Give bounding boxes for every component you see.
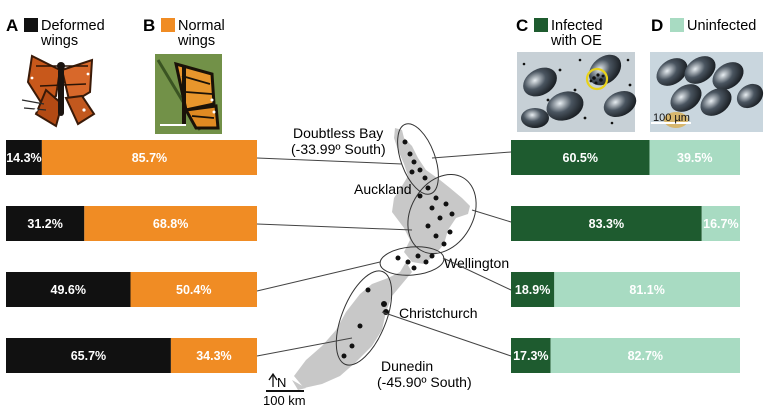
north-label: N [277, 375, 286, 390]
wing-bar-row2-series2 [84, 206, 257, 241]
nz-map: Doubtless Bay (-33.99º South) Auckland W… [263, 123, 509, 408]
wing-bar-row2-series1 [6, 206, 85, 241]
site-label-doubtless-bay: Doubtless Bay [293, 125, 383, 141]
oe-infection-bars: 60.5% 39.5% 83.3% 16.7% 18.9% 81.1% 17.3% 82.7% [511, 140, 740, 373]
wing-bar-label-row4-series1: 65.7% [71, 349, 106, 363]
site-label-dunedin: Dunedin [381, 358, 433, 374]
panel-letter-b: B [143, 16, 155, 35]
micro-scale-label: 100 µm [653, 112, 690, 124]
legend-swatch-deformed [24, 18, 38, 32]
legend-swatch-normal [161, 18, 175, 32]
infected-scales-photo [517, 52, 637, 132]
oe-bar-label-row1-series1: 60.5% [563, 151, 598, 165]
oe-bar-label-row1-series2: 39.5% [677, 151, 712, 165]
wing-bar-label-row4-series2: 34.3% [196, 349, 231, 363]
wing-bar-row4-series2 [170, 338, 257, 373]
wing-bar-label-row1-series1: 14.3% [6, 151, 41, 165]
wing-bar-label-row3-series2: 50.4% [176, 283, 211, 297]
uninfected-scales-photo: 100 µm [650, 52, 764, 132]
north-arrow: N [268, 372, 286, 390]
oe-bar-label-row4-series1: 17.3% [513, 349, 548, 363]
legend-label-infected-2: with OE [550, 33, 602, 49]
wing-bar-row1-series2 [41, 140, 257, 175]
wing-bar-row3-series1 [6, 272, 131, 307]
legend-normal-wings: B Normal wings [143, 16, 225, 49]
wing-bar-row4-series1 [6, 338, 171, 373]
legend-label-normal-2: wings [177, 33, 215, 49]
panel-letter-d: D [651, 16, 663, 35]
legend-label-deformed-1: Deformed [41, 18, 105, 34]
oe-bar-row2-series2 [701, 206, 740, 241]
sampling-points [341, 139, 455, 359]
wing-bar-label-row2-series2: 68.8% [153, 217, 188, 231]
legend-swatch-uninfected [670, 18, 684, 32]
wing-bar-row3-series2 [130, 272, 257, 307]
wing-bar-row1-series1 [6, 140, 42, 175]
site-latitude-doubtless-bay: (-33.99º South) [291, 141, 386, 157]
wing-deformity-bars: 14.3% 85.7% 31.2% 68.8% 49.6% 50.4% 65.7% 34.3% [6, 140, 257, 373]
legend-label-uninfected: Uninfected [687, 18, 756, 34]
site-label-christchurch: Christchurch [399, 305, 478, 321]
panel-letter-a: A [6, 16, 18, 35]
connector-lines [256, 151, 512, 357]
legend-infected: C Infected with OE [516, 16, 603, 49]
site-latitude-dunedin: (-45.90º South) [377, 374, 472, 390]
site-label-auckland: Auckland [354, 181, 412, 197]
oe-bar-row4-series1 [511, 338, 551, 373]
map-scale-label: 100 km [263, 393, 306, 408]
wing-bar-label-row3-series1: 49.6% [51, 283, 86, 297]
legend-swatch-infected [534, 18, 548, 32]
oe-bar-row2-series1 [511, 206, 702, 241]
legend-deformed-wings: A Deformed wings [6, 16, 105, 49]
oe-bar-label-row3-series1: 18.9% [515, 283, 550, 297]
oe-bar-row3-series2 [554, 272, 740, 307]
oe-bar-row1-series1 [511, 140, 650, 175]
map-scale-bar: 100 km [263, 390, 306, 408]
south-island [294, 262, 412, 388]
oe-bar-label-row2-series2: 16.7% [703, 217, 738, 231]
wing-bar-label-row2-series1: 31.2% [27, 217, 62, 231]
panel-letter-c: C [516, 16, 528, 35]
legend-label-deformed-2: wings [40, 33, 78, 49]
oe-bar-label-row3-series2: 81.1% [629, 283, 664, 297]
oe-bar-label-row4-series2: 82.7% [628, 349, 663, 363]
oe-bar-row3-series1 [511, 272, 555, 307]
site-label-wellington: Wellington [444, 255, 509, 271]
wing-bar-label-row1-series2: 85.7% [132, 151, 167, 165]
legend-uninfected: D Uninfected [651, 16, 756, 35]
deformed-butterfly-photo [21, 54, 96, 128]
legend-label-infected-1: Infected [551, 18, 603, 34]
oe-bar-row4-series2 [550, 338, 740, 373]
oe-bar-row1-series2 [649, 140, 740, 175]
normal-butterfly-photo [155, 54, 222, 134]
oe-bar-label-row2-series1: 83.3% [589, 217, 624, 231]
legend-label-normal-1: Normal [178, 18, 225, 34]
